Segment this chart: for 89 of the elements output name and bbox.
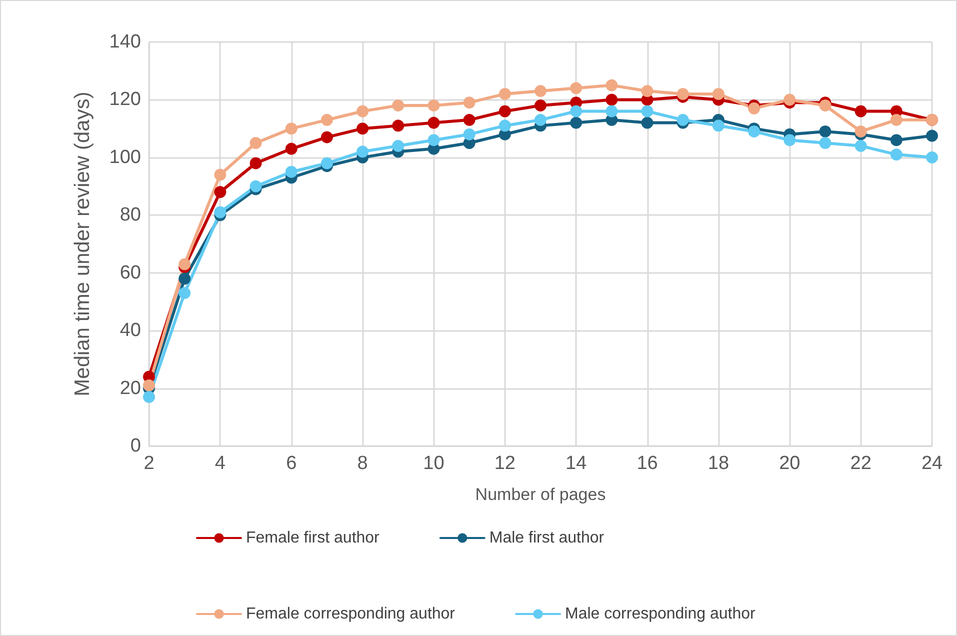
point (926, 130, 938, 142)
x-tick-label: 18 (708, 453, 730, 474)
point (250, 157, 262, 170)
point (784, 94, 796, 106)
x-tick-label: 22 (850, 453, 872, 474)
x-axis-title: Number of pages (475, 485, 606, 504)
y-tick-label: 60 (120, 262, 141, 284)
point (784, 134, 796, 146)
legend-label: Male first author (489, 530, 605, 546)
point (250, 137, 262, 149)
point (641, 105, 654, 118)
point (890, 148, 902, 161)
point (641, 116, 654, 129)
legend-label: Female corresponding author (246, 606, 456, 622)
point (428, 116, 440, 129)
point (428, 134, 440, 146)
point (463, 114, 476, 126)
y-axis-title: Median time under review (days) (71, 92, 94, 396)
point (214, 206, 226, 218)
point (854, 140, 867, 152)
point (676, 88, 689, 100)
point (819, 137, 832, 149)
point (890, 134, 902, 146)
point (463, 128, 476, 140)
point (250, 180, 262, 192)
point (819, 99, 832, 112)
point (926, 151, 938, 164)
x-tick-label: 6 (286, 453, 297, 474)
point (178, 287, 191, 300)
point (143, 379, 155, 392)
x-tick-label: 24 (921, 453, 943, 474)
y-tick-label: 40 (120, 320, 141, 342)
point (712, 88, 724, 100)
y-tick-label: 80 (120, 204, 141, 226)
point (570, 105, 582, 118)
x-tick-label: 20 (779, 453, 800, 474)
point (498, 120, 511, 132)
point (214, 186, 226, 198)
point (712, 120, 724, 132)
point (356, 105, 369, 118)
y-tick-label: 120 (109, 89, 141, 110)
x-tick-label: 16 (636, 453, 658, 474)
point (143, 390, 155, 403)
point (676, 114, 689, 126)
point (428, 99, 440, 112)
x-tick-label: 8 (357, 453, 368, 474)
point (890, 114, 902, 126)
x-tick-label: 14 (566, 453, 588, 474)
point (606, 105, 618, 118)
point (320, 114, 333, 126)
point (178, 258, 191, 270)
point (570, 116, 582, 129)
point (285, 166, 298, 178)
point (641, 85, 654, 98)
x-tick-label: 4 (214, 453, 226, 474)
point (570, 82, 582, 94)
point (285, 122, 298, 135)
y-tick-label: 20 (120, 378, 141, 399)
point (463, 96, 476, 109)
y-tick-label: 140 (109, 32, 141, 52)
point (285, 142, 298, 155)
x-tick-label: 10 (423, 453, 444, 474)
point (854, 105, 867, 118)
point (748, 102, 760, 114)
point (356, 122, 369, 135)
y-tick-label: 0 (130, 436, 141, 456)
point (498, 105, 511, 118)
point (392, 140, 404, 152)
point (498, 88, 511, 100)
x-tick-label: 12 (494, 453, 516, 474)
point (392, 120, 404, 132)
point (178, 272, 191, 285)
point (606, 94, 618, 106)
point (356, 146, 369, 158)
point (819, 125, 832, 138)
x-tick-label: 2 (144, 453, 154, 474)
point (534, 85, 546, 98)
legend-label: Female first author (246, 530, 380, 546)
point (534, 99, 546, 112)
point (320, 131, 333, 144)
point (214, 168, 226, 181)
point (854, 125, 867, 138)
legend-label: Male corresponding author (565, 606, 756, 622)
point (534, 114, 546, 126)
point (748, 125, 760, 138)
y-tick-label: 100 (109, 146, 141, 168)
point (392, 99, 404, 112)
point (320, 157, 333, 170)
point (606, 79, 618, 92)
